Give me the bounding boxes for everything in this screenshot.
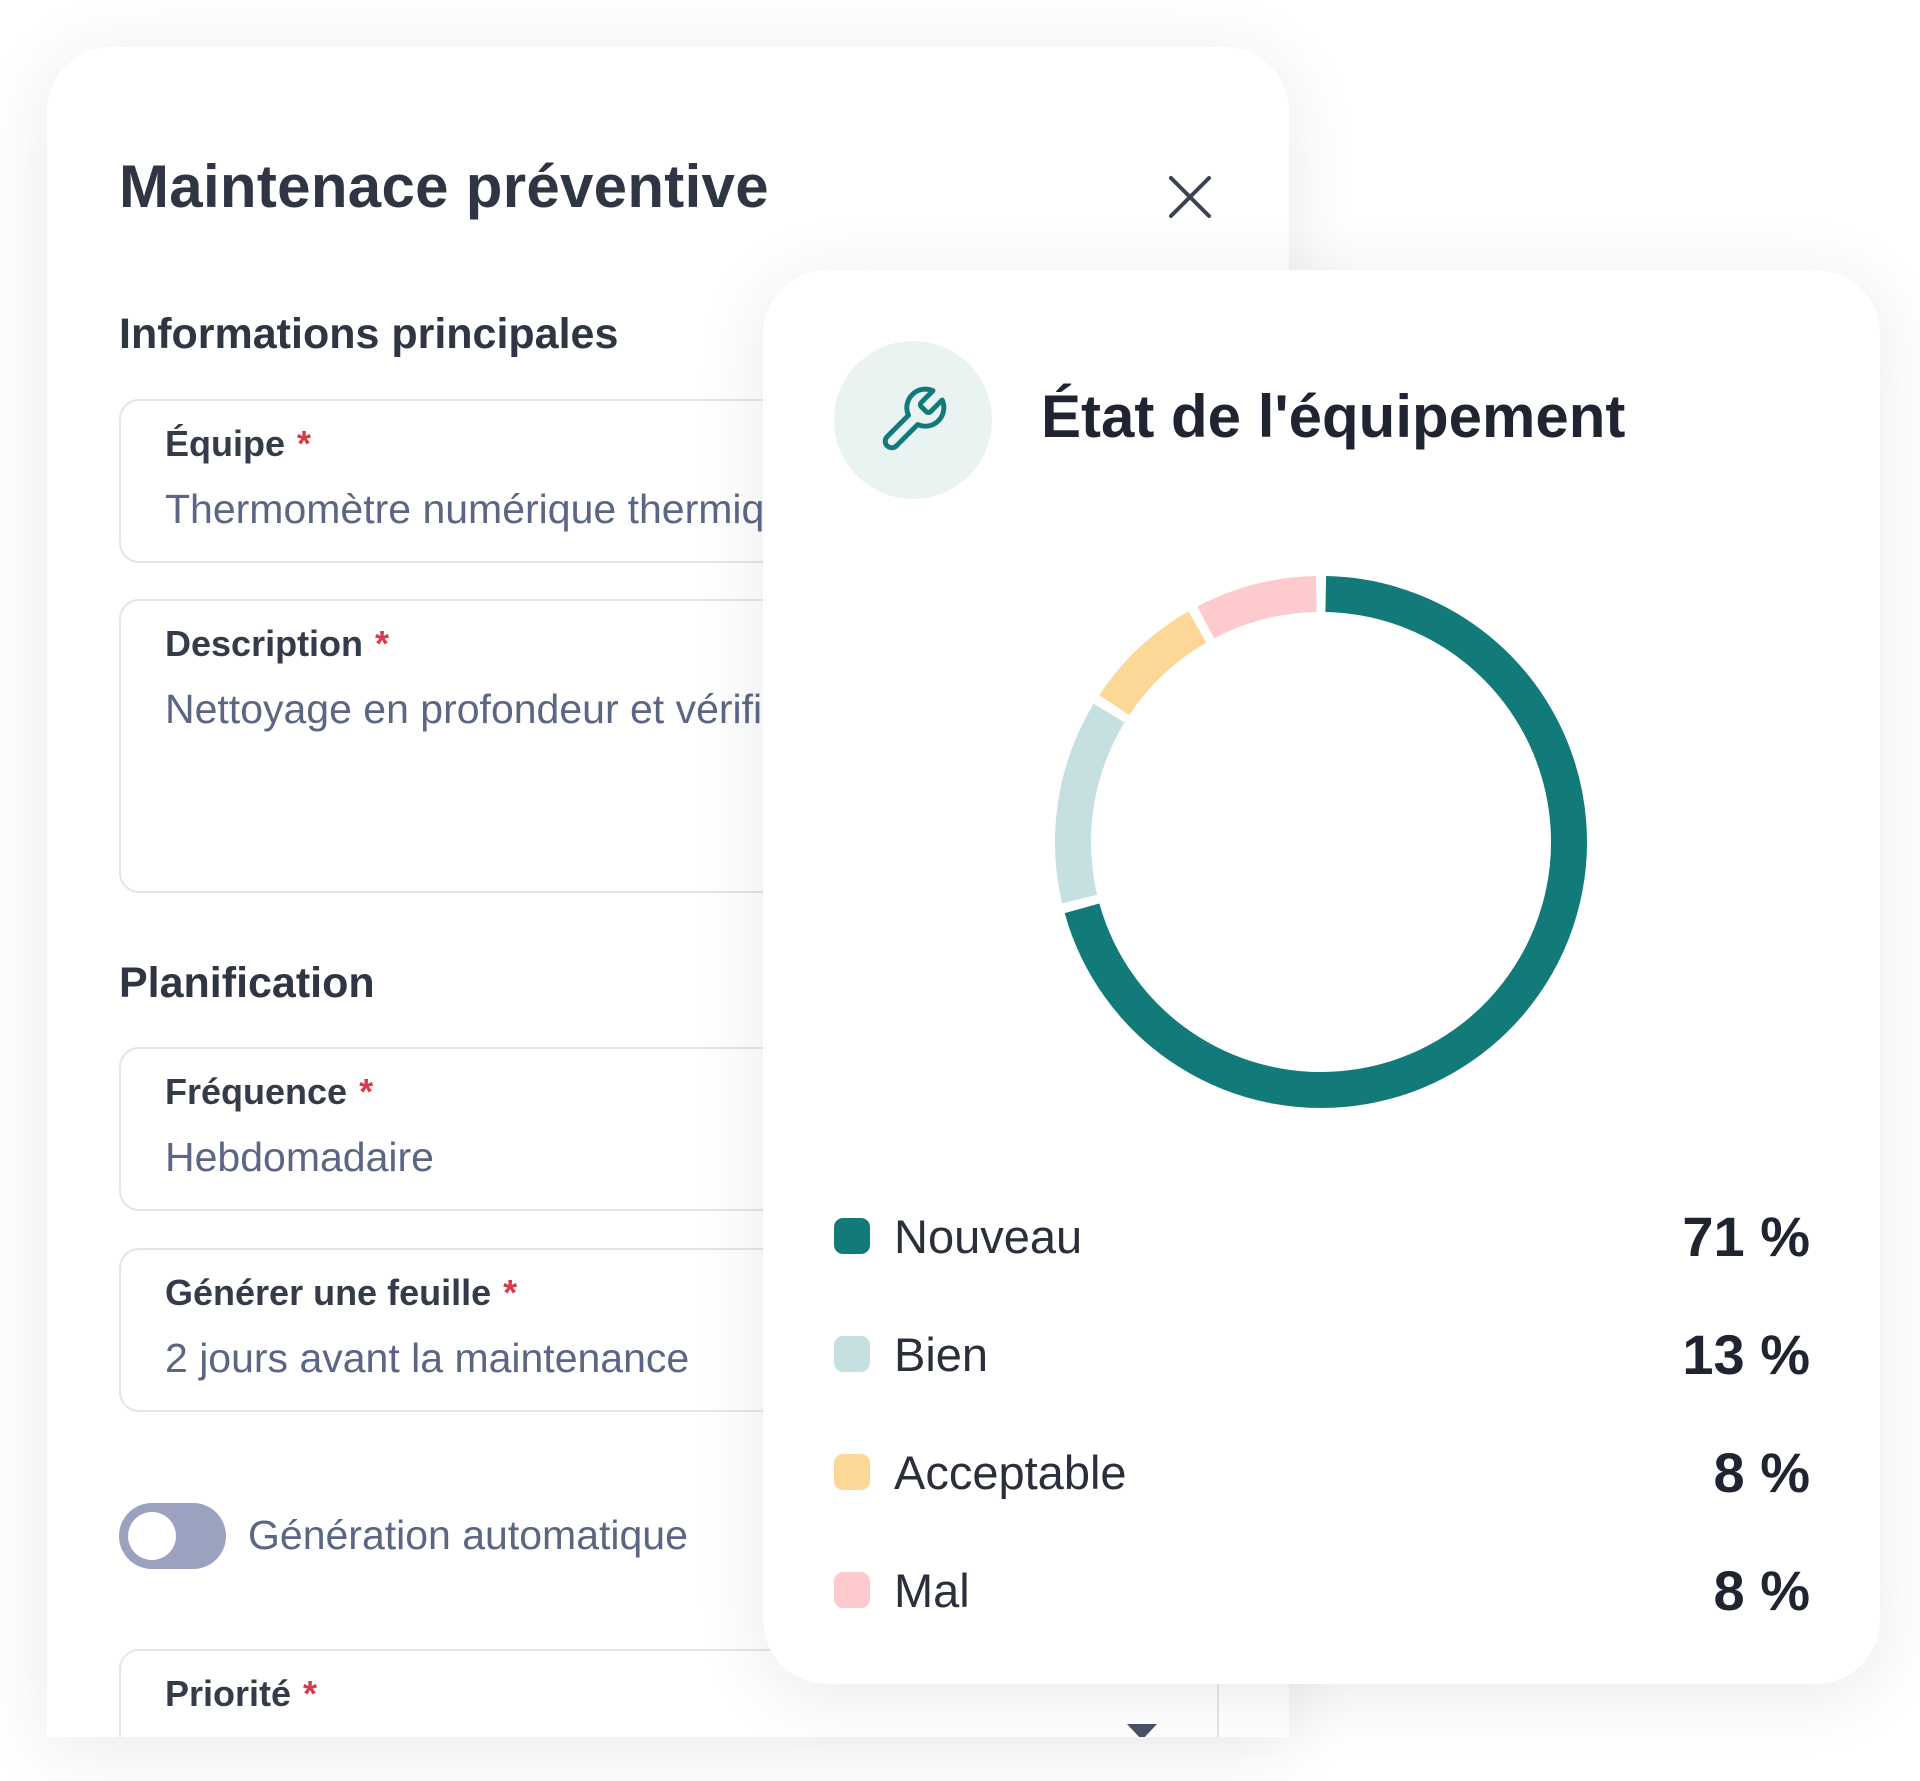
section-heading-main: Informations principales	[119, 310, 619, 358]
close-button[interactable]	[1155, 162, 1225, 232]
generate-sheet-value: 2 jours avant la maintenance	[165, 1335, 690, 1381]
equipment-label: Équipe *	[165, 423, 312, 464]
auto-generation-toggle[interactable]	[119, 1503, 226, 1569]
description-label: Description *	[165, 623, 390, 664]
legend-value: 8 %	[1713, 1440, 1811, 1504]
legend-value: 8 %	[1713, 1558, 1811, 1622]
legend-swatch	[834, 1218, 870, 1254]
legend-label: Bien	[894, 1327, 989, 1381]
required-mark: *	[303, 1673, 318, 1714]
legend-item-mal: Mal 8 %	[834, 1531, 1810, 1649]
donut-slice-nouveau	[1064, 576, 1587, 1108]
legend-label: Nouveau	[894, 1209, 1083, 1263]
equipment-status-card: État de l'équipement Nouveau 71 % Bien 13 %…	[763, 270, 1880, 1684]
chevron-down-icon[interactable]	[1127, 1724, 1157, 1737]
equipment-value: Thermomètre numérique thermique	[165, 486, 810, 532]
section-heading-planning: Planification	[119, 959, 375, 1007]
legend-value: 71 %	[1682, 1204, 1810, 1268]
status-donut-chart	[1055, 576, 1587, 1108]
form-title: Maintenace préventive	[119, 153, 769, 220]
legend-value: 13 %	[1682, 1322, 1810, 1386]
legend-swatch	[834, 1336, 870, 1372]
donut-slice-mal	[1197, 576, 1317, 639]
legend-item-nouveau: Nouveau 71 %	[834, 1177, 1810, 1295]
required-mark: *	[503, 1272, 518, 1313]
donut-slice-bien	[1055, 703, 1125, 904]
legend-swatch	[834, 1572, 870, 1608]
legend-item-acceptable: Acceptable 8 %	[834, 1413, 1810, 1531]
chart-legend: Nouveau 71 % Bien 13 % Acceptable 8 % Mal 8 %	[834, 1177, 1810, 1649]
legend-label: Mal	[894, 1563, 970, 1617]
required-mark: *	[375, 623, 390, 664]
donut-slice-acceptable	[1099, 611, 1207, 716]
close-icon	[1169, 176, 1211, 218]
auto-generation-label: Génération automatique	[248, 1512, 688, 1558]
legend-swatch	[834, 1454, 870, 1490]
frequency-label: Fréquence *	[165, 1071, 374, 1112]
wrench-icon-badge	[834, 341, 992, 499]
required-mark: *	[297, 423, 312, 464]
required-mark: *	[359, 1071, 374, 1112]
wrench-icon	[882, 386, 947, 451]
priority-label: Priorité *	[165, 1673, 318, 1714]
status-card-title: État de l'équipement	[1041, 383, 1626, 450]
generate-sheet-label: Générer une feuille *	[165, 1272, 518, 1313]
frequency-value: Hebdomadaire	[165, 1134, 434, 1180]
legend-label: Acceptable	[894, 1445, 1127, 1499]
toggle-knob	[128, 1512, 176, 1560]
legend-item-bien: Bien 13 %	[834, 1295, 1810, 1413]
